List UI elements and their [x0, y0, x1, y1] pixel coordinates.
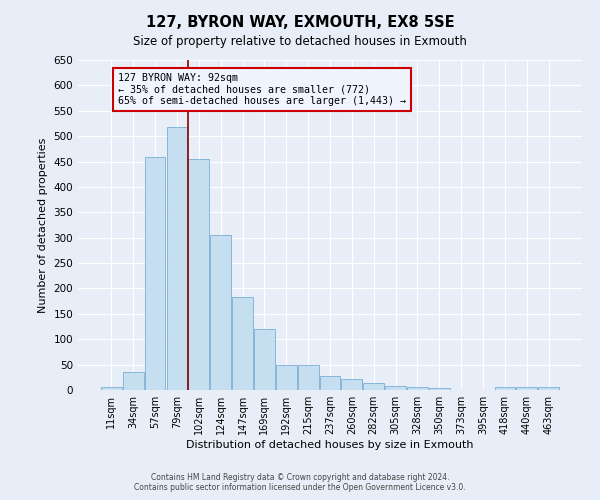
Bar — [167, 127, 187, 390]
Bar — [407, 388, 428, 390]
Bar — [538, 388, 559, 390]
Bar — [341, 379, 362, 390]
Bar — [385, 386, 406, 390]
Bar — [494, 388, 515, 390]
Text: 127, BYRON WAY, EXMOUTH, EX8 5SE: 127, BYRON WAY, EXMOUTH, EX8 5SE — [146, 15, 454, 30]
Bar — [254, 329, 275, 390]
Y-axis label: Number of detached properties: Number of detached properties — [38, 138, 48, 312]
Bar — [210, 235, 231, 390]
Bar — [320, 376, 340, 390]
Bar — [517, 388, 537, 390]
Bar — [101, 388, 122, 390]
Bar — [364, 384, 384, 390]
X-axis label: Distribution of detached houses by size in Exmouth: Distribution of detached houses by size … — [186, 440, 474, 450]
Text: Size of property relative to detached houses in Exmouth: Size of property relative to detached ho… — [133, 35, 467, 48]
Bar — [298, 364, 319, 390]
Bar — [145, 158, 166, 390]
Bar — [276, 364, 296, 390]
Bar — [232, 297, 253, 390]
Bar — [123, 372, 143, 390]
Text: Contains HM Land Registry data © Crown copyright and database right 2024.
Contai: Contains HM Land Registry data © Crown c… — [134, 473, 466, 492]
Bar — [188, 159, 209, 390]
Bar — [429, 388, 450, 390]
Text: 127 BYRON WAY: 92sqm
← 35% of detached houses are smaller (772)
65% of semi-deta: 127 BYRON WAY: 92sqm ← 35% of detached h… — [118, 72, 406, 106]
